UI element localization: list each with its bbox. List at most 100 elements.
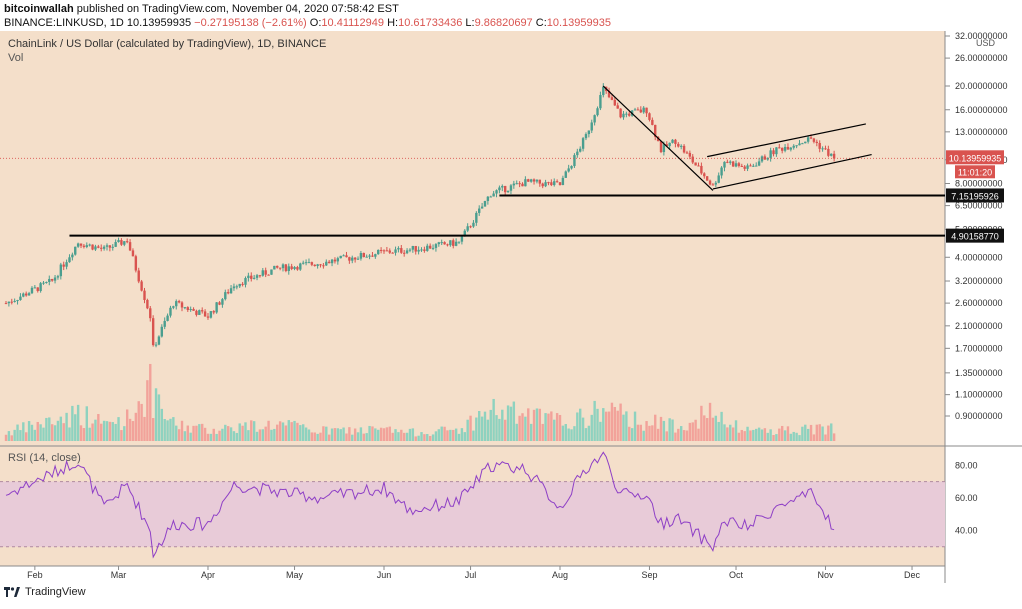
publisher-name[interactable]: bitcoinwallah — [4, 3, 74, 15]
trendline — [602, 85, 714, 191]
candle-body — [397, 248, 400, 250]
candle-body — [62, 264, 65, 267]
volume-bar — [414, 436, 417, 441]
volume-bar — [290, 422, 293, 441]
volume-bar — [685, 430, 689, 441]
candle-body — [278, 267, 282, 269]
volume-bar — [599, 421, 602, 441]
rsi-line — [5, 451, 835, 559]
volume-bar — [763, 428, 767, 441]
volume-bar — [460, 428, 464, 441]
candle-body — [821, 148, 824, 150]
candle-body — [766, 157, 769, 160]
candle-body — [76, 243, 80, 247]
volume-bar — [567, 428, 570, 441]
price-axis-background — [945, 31, 1022, 583]
volume-bar — [809, 424, 813, 441]
candle-body — [633, 109, 637, 111]
time-tick-label: Sep — [641, 570, 657, 580]
candle-body — [325, 261, 328, 266]
candle-body — [287, 266, 290, 272]
volume-bar — [688, 422, 692, 441]
volume-bar — [313, 432, 316, 441]
candle-body — [97, 246, 100, 248]
level-label: 4.90158770 — [951, 232, 999, 242]
candle-body — [273, 265, 276, 270]
candle-body — [550, 182, 553, 186]
volume-bar — [160, 408, 164, 441]
volume-bar — [743, 431, 746, 441]
volume-bar — [330, 428, 334, 441]
candle-body — [619, 108, 622, 118]
candle-body — [24, 293, 28, 296]
candle-body — [700, 165, 703, 174]
volume-bar — [151, 418, 155, 441]
volume-bar — [353, 428, 357, 441]
volume-bar — [478, 410, 481, 441]
candle-body — [114, 242, 117, 247]
volume-bar — [783, 430, 787, 441]
volume-bar — [111, 422, 114, 441]
volume-bar — [102, 420, 106, 441]
candle-body — [503, 185, 507, 193]
candle-body — [143, 290, 146, 300]
volume-bar — [492, 398, 495, 441]
volume-bar — [509, 406, 513, 441]
pane-title: ChainLink / US Dollar (calculated by Tra… — [8, 38, 326, 50]
candle-body — [587, 130, 591, 135]
candle-body — [345, 255, 348, 258]
time-tick-label: Feb — [27, 570, 43, 580]
volume-bar — [645, 421, 648, 441]
volume-bar — [711, 417, 715, 441]
chart-svg[interactable]: ChainLink / US Dollar (calculated by Tra… — [0, 31, 1022, 583]
candle-body — [547, 182, 550, 184]
candle-body — [59, 264, 63, 277]
candle-body — [830, 153, 833, 156]
candle-body — [515, 183, 518, 185]
candle-body — [74, 246, 77, 255]
volume-bar — [587, 425, 591, 441]
candle-body — [772, 150, 775, 155]
volume-bar — [593, 400, 596, 441]
volume-bar — [501, 409, 504, 441]
candle-body — [186, 307, 189, 310]
candle-body — [322, 265, 325, 267]
candle-body — [402, 252, 406, 254]
volume-bar — [232, 431, 236, 441]
volume-bar — [19, 430, 22, 441]
candle-body — [483, 201, 487, 207]
candle-body — [304, 262, 308, 264]
volume-bar — [489, 409, 492, 441]
volume-bar — [524, 416, 527, 441]
volume-bar — [766, 432, 769, 441]
candle-body — [327, 261, 331, 264]
volume-bar — [224, 424, 227, 441]
volume-bar — [668, 418, 671, 441]
volume-bar — [299, 425, 302, 441]
chart-area[interactable]: ChainLink / US Dollar (calculated by Tra… — [0, 31, 1022, 588]
time-tick-label: Apr — [201, 570, 215, 580]
volume-bar — [755, 428, 758, 441]
volume-bar — [281, 422, 285, 441]
candle-body — [570, 166, 573, 169]
candle-body — [151, 318, 155, 346]
candle-body — [749, 165, 752, 167]
volume-bar — [16, 424, 19, 441]
volume-bar — [547, 413, 550, 441]
volume-bar — [440, 426, 443, 441]
trendlines[interactable] — [602, 85, 872, 191]
candle-body — [423, 249, 426, 251]
volume-bar — [278, 421, 282, 441]
horizontal-levels[interactable] — [0, 157, 945, 237]
candle-body — [804, 141, 807, 144]
candle-body — [685, 152, 689, 154]
candle-body — [201, 310, 204, 312]
volume-bar — [656, 428, 660, 441]
volume-bar — [172, 417, 175, 441]
volume-bar — [229, 427, 233, 441]
level-label-box — [946, 228, 1004, 243]
volume-bar — [325, 426, 328, 441]
volume-bar — [140, 403, 143, 441]
candle-body — [203, 311, 207, 317]
volume-bar — [740, 429, 743, 441]
